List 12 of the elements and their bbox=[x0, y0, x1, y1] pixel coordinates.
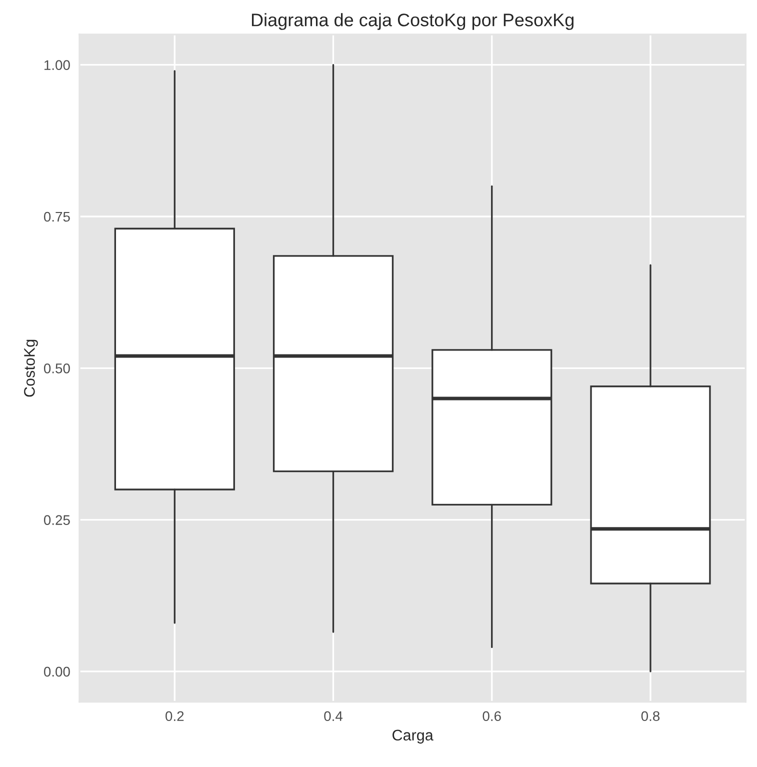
y-tick-label: 0.25 bbox=[44, 515, 70, 525]
x-tick-label: 0.8 bbox=[641, 711, 660, 722]
chart-title: Diagrama de caja CostoKg por PesoxKg bbox=[252, 13, 574, 30]
y-tick-label: 0.50 bbox=[44, 363, 70, 374]
x-axis-title: Carga bbox=[392, 730, 434, 744]
x-tick-label: 0.6 bbox=[482, 711, 501, 722]
y-tick-label: 0.75 bbox=[44, 212, 70, 222]
x-tick-label: 0.4 bbox=[324, 711, 343, 722]
x-tick-label: 0.2 bbox=[166, 711, 184, 722]
y-axis-title: CostoKg bbox=[24, 340, 38, 397]
y-tick-label: 1.00 bbox=[44, 60, 70, 70]
y-tick-label: 0.00 bbox=[44, 666, 70, 677]
